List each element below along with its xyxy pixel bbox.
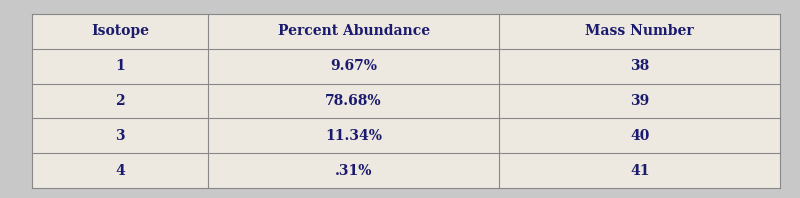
Text: 11.34%: 11.34%	[325, 129, 382, 143]
Text: 39: 39	[630, 94, 650, 108]
Text: 1: 1	[115, 59, 125, 73]
Text: 40: 40	[630, 129, 650, 143]
Text: 4: 4	[115, 164, 125, 178]
Text: 3: 3	[115, 129, 125, 143]
Text: Percent Abundance: Percent Abundance	[278, 24, 430, 38]
Text: Isotope: Isotope	[91, 24, 149, 38]
Text: .31%: .31%	[335, 164, 372, 178]
Text: 38: 38	[630, 59, 650, 73]
Text: 41: 41	[630, 164, 650, 178]
Text: Mass Number: Mass Number	[586, 24, 694, 38]
Text: 2: 2	[115, 94, 125, 108]
Text: 9.67%: 9.67%	[330, 59, 377, 73]
Text: 78.68%: 78.68%	[326, 94, 382, 108]
Bar	[32, 14, 780, 188]
